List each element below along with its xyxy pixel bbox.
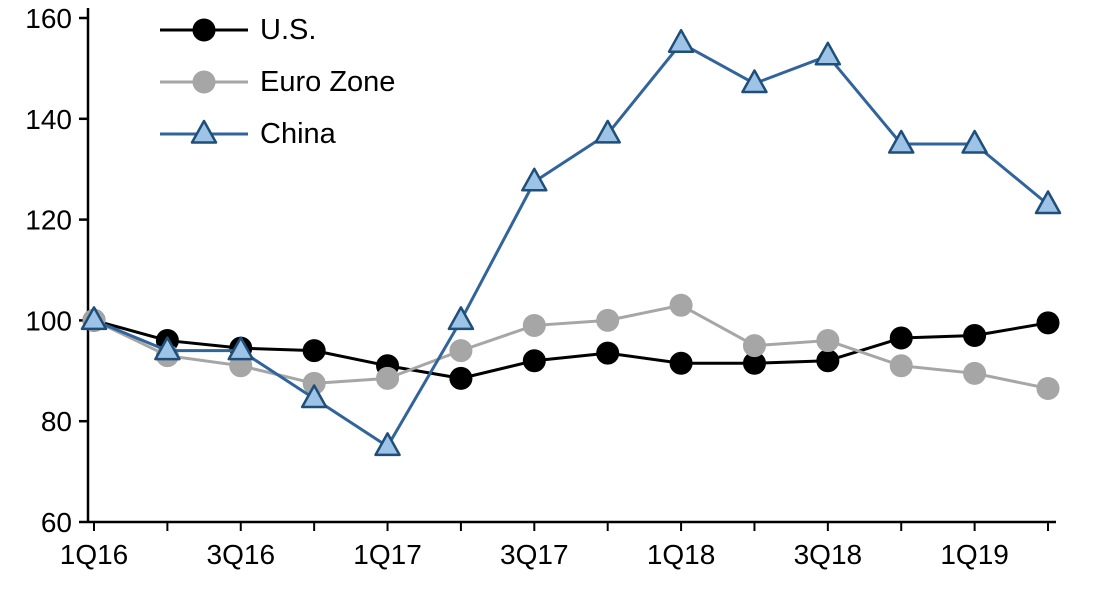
legend-label-china: China xyxy=(260,117,336,150)
legend-label-eurozone: Euro Zone xyxy=(260,65,396,98)
legend-item-eurozone: Euro Zone xyxy=(158,56,395,108)
svg-text:100: 100 xyxy=(25,305,72,336)
svg-text:120: 120 xyxy=(25,205,72,236)
svg-text:3Q17: 3Q17 xyxy=(500,539,569,570)
eurozone-series-marker-icon xyxy=(160,70,248,94)
svg-text:80: 80 xyxy=(41,406,72,437)
svg-text:1Q17: 1Q17 xyxy=(353,539,422,570)
legend-item-us: U.S. xyxy=(158,4,395,56)
svg-text:1Q16: 1Q16 xyxy=(60,539,129,570)
svg-text:3Q18: 3Q18 xyxy=(794,539,863,570)
legend-item-china: China xyxy=(158,108,395,160)
svg-text:160: 160 xyxy=(25,3,72,34)
svg-text:140: 140 xyxy=(25,104,72,135)
china-series-marker-icon xyxy=(160,119,248,144)
us-series-marker-icon xyxy=(160,18,248,42)
legend-label-us: U.S. xyxy=(260,13,317,46)
legend: U.S. Euro Zone China xyxy=(158,4,395,160)
svg-text:60: 60 xyxy=(41,507,72,538)
svg-text:3Q16: 3Q16 xyxy=(207,539,276,570)
svg-text:1Q19: 1Q19 xyxy=(940,539,1009,570)
svg-text:1Q18: 1Q18 xyxy=(647,539,716,570)
